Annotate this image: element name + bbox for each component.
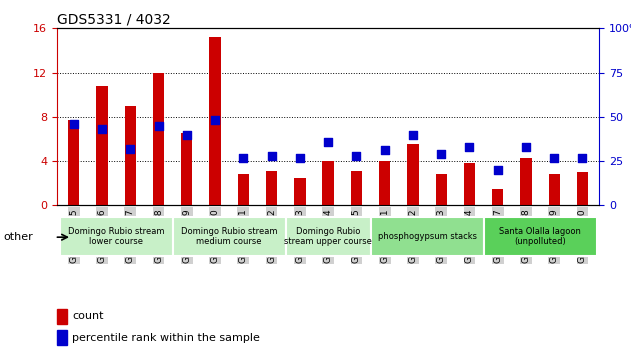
Text: Santa Olalla lagoon
(unpolluted): Santa Olalla lagoon (unpolluted) xyxy=(499,227,581,246)
Point xyxy=(323,139,333,144)
Point xyxy=(125,146,135,152)
Point xyxy=(239,155,249,160)
Bar xyxy=(57,330,67,345)
Bar xyxy=(209,37,221,205)
Bar xyxy=(521,158,531,205)
FancyBboxPatch shape xyxy=(59,217,173,256)
FancyBboxPatch shape xyxy=(286,217,370,256)
Point xyxy=(464,144,475,150)
Bar xyxy=(97,86,108,205)
Bar xyxy=(577,172,588,205)
Point xyxy=(351,153,362,159)
Bar xyxy=(379,161,391,205)
Bar xyxy=(548,175,560,205)
Bar xyxy=(153,73,164,205)
Point xyxy=(69,121,79,127)
Text: phosphogypsum stacks: phosphogypsum stacks xyxy=(377,232,476,241)
Bar xyxy=(435,175,447,205)
Bar xyxy=(68,120,80,205)
FancyBboxPatch shape xyxy=(483,217,597,256)
Point xyxy=(210,118,220,123)
Point xyxy=(577,155,587,160)
Bar xyxy=(464,163,475,205)
Text: other: other xyxy=(4,232,33,242)
FancyBboxPatch shape xyxy=(370,217,483,256)
Text: Domingo Rubio stream
lower course: Domingo Rubio stream lower course xyxy=(68,227,165,246)
Point xyxy=(521,144,531,150)
Bar xyxy=(492,189,504,205)
Text: Domingo Rubio stream
medium course: Domingo Rubio stream medium course xyxy=(181,227,278,246)
Point xyxy=(153,123,163,129)
Text: percentile rank within the sample: percentile rank within the sample xyxy=(73,332,260,343)
Point xyxy=(493,167,503,173)
Text: Domingo Rubio
stream upper course: Domingo Rubio stream upper course xyxy=(284,227,372,246)
Bar xyxy=(407,144,418,205)
Bar xyxy=(294,178,305,205)
Point xyxy=(266,153,276,159)
Point xyxy=(549,155,559,160)
Bar xyxy=(181,133,192,205)
Text: count: count xyxy=(73,311,104,321)
FancyBboxPatch shape xyxy=(173,217,286,256)
Bar xyxy=(322,161,334,205)
Bar xyxy=(124,106,136,205)
Bar xyxy=(351,171,362,205)
Point xyxy=(380,148,390,153)
Point xyxy=(182,132,192,137)
Bar xyxy=(266,171,277,205)
Bar xyxy=(238,175,249,205)
Text: GDS5331 / 4032: GDS5331 / 4032 xyxy=(57,12,170,27)
Point xyxy=(436,151,446,157)
Point xyxy=(295,155,305,160)
Point xyxy=(97,126,107,132)
Point xyxy=(408,132,418,137)
Bar xyxy=(57,309,67,324)
